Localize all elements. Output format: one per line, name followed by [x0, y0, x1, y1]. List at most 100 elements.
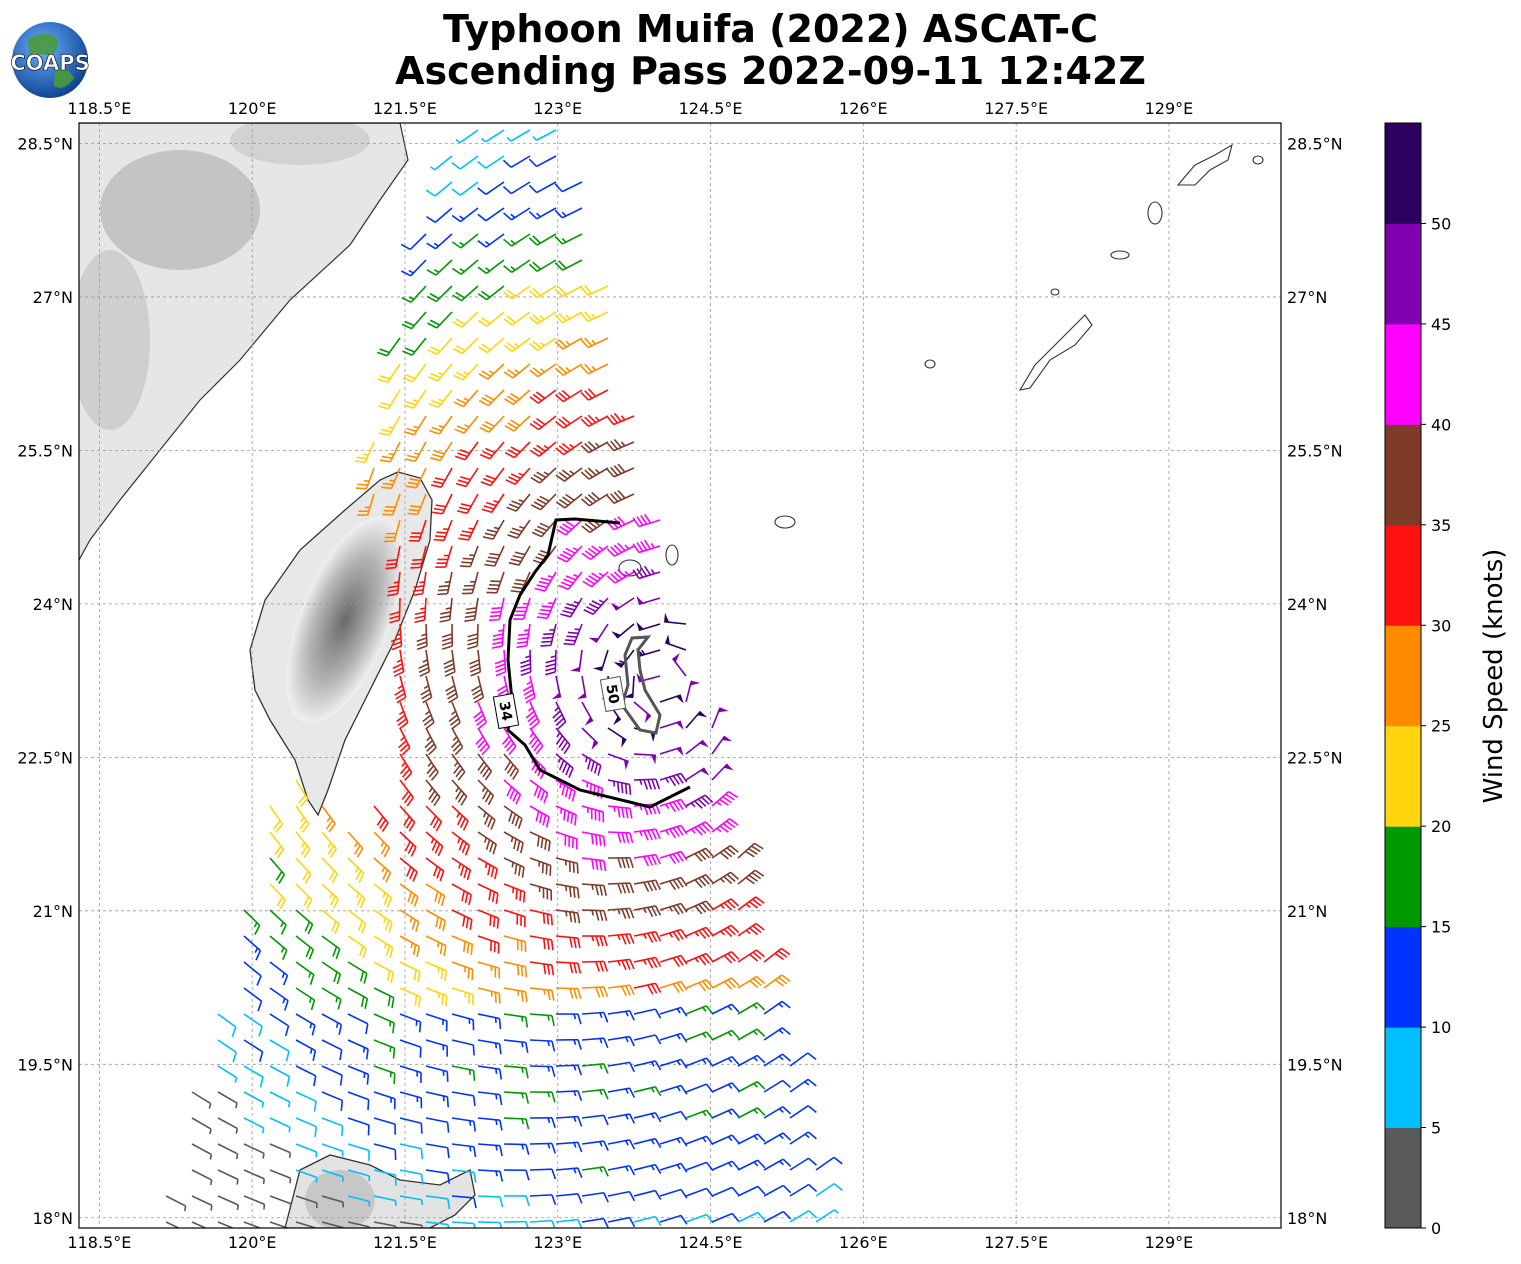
wind-barb: [382, 493, 401, 516]
wind-barb: [529, 1142, 556, 1154]
wind-barb: [607, 779, 632, 795]
wind-barb: [469, 649, 482, 677]
wind-barb: [554, 389, 583, 403]
wind-barb: [425, 181, 453, 197]
wind-barb: [606, 542, 635, 557]
wind-barb: [685, 767, 710, 781]
wind-barb: [425, 961, 448, 982]
wind-barb: [347, 1065, 370, 1085]
colorbar-tick-label: 0: [1431, 1219, 1441, 1238]
wind-barb: [401, 285, 427, 303]
wind-barb: [664, 612, 687, 625]
wind-barb: [373, 1013, 395, 1034]
wind-barb: [467, 623, 479, 650]
wind-barb: [295, 1091, 317, 1112]
wind-barb: [520, 649, 532, 677]
wind-barb: [554, 207, 583, 219]
wind-barb: [477, 857, 498, 880]
wind-barb: [455, 467, 479, 488]
wind-barb: [295, 883, 313, 909]
wind-barb: [503, 1143, 530, 1155]
wind-barb: [557, 545, 583, 563]
wind-barb: [763, 1027, 791, 1041]
wind-barb: [480, 467, 505, 487]
wind-barb: [373, 1195, 397, 1206]
wind-barb: [685, 978, 714, 992]
wind-barb: [494, 649, 507, 677]
wind-barb: [502, 155, 531, 168]
wind-barb: [503, 259, 531, 274]
lat-tick-right: 27°N: [1287, 288, 1327, 307]
wind-barb: [475, 727, 490, 756]
colorbar-bin: [1385, 123, 1421, 224]
wind-barb: [243, 961, 262, 986]
wind-barb: [321, 1065, 343, 1086]
wind-barb: [607, 907, 635, 920]
wind-barb: [503, 779, 522, 805]
wind-barb: [633, 828, 661, 841]
wind-barb: [217, 1221, 235, 1228]
wind-barb: [789, 1052, 817, 1067]
wind-barb: [427, 311, 453, 329]
lat-tick-left: 25.5°N: [17, 441, 73, 460]
wind-barb: [451, 961, 474, 980]
wind-barb: [711, 1055, 740, 1067]
wind-barb: [477, 779, 495, 806]
wind-barb: [321, 1039, 343, 1061]
wind-barb: [217, 1195, 239, 1211]
wind-barb: [451, 1065, 476, 1081]
wind-barb: [243, 1117, 265, 1134]
wind-barb: [555, 415, 583, 429]
wind-barb: [478, 363, 505, 380]
wind-barb: [529, 987, 555, 1001]
wind-barb: [398, 727, 411, 756]
wind-barb: [425, 805, 443, 832]
wind-barb: [321, 987, 342, 1010]
wind-barb: [455, 129, 479, 144]
wind-barb: [373, 1065, 396, 1084]
wind-barb: [633, 1189, 662, 1200]
wind-barb: [451, 1195, 477, 1209]
colorbar-tick-label: 50: [1431, 214, 1451, 233]
wind-barb: [581, 1011, 609, 1023]
wind-barb: [581, 831, 606, 847]
lat-tick-left: 19.5°N: [17, 1055, 73, 1074]
wind-barb: [580, 467, 609, 480]
wind-barb: [607, 1216, 636, 1228]
wind-barb: [581, 1191, 609, 1203]
wind-barb: [554, 233, 583, 245]
wind-barb: [581, 1114, 609, 1126]
wind-barb: [554, 363, 583, 376]
wind-barb: [504, 415, 531, 432]
colorbar-bin: [1385, 926, 1421, 1028]
wind-barb: [737, 1028, 766, 1041]
wind-barb: [503, 1039, 529, 1053]
wind-barb: [402, 363, 427, 383]
wind-barb: [425, 779, 441, 807]
wind-barb: [269, 883, 287, 910]
wind-barb: [347, 857, 365, 883]
wind-barb: [376, 337, 401, 357]
wind-barb: [410, 545, 427, 569]
wind-barb: [321, 1117, 344, 1137]
lat-tick-right: 25.5°N: [1287, 441, 1343, 460]
wind-barb: [399, 1143, 424, 1160]
colorbar-bin: [1385, 524, 1421, 626]
wind-barb: [789, 1078, 817, 1093]
colorbar-bin: [1385, 424, 1421, 526]
wind-barb: [321, 1143, 344, 1157]
wind-barb: [503, 207, 531, 221]
wind-barb: [685, 1083, 714, 1093]
colorbar-tick-label: 15: [1431, 918, 1451, 937]
wind-barb: [378, 415, 401, 437]
mainland-terrain: [79, 123, 409, 561]
wind-barb: [477, 259, 505, 274]
wind-barb: [503, 909, 526, 928]
wind-barb: [448, 701, 461, 730]
wind-barb: [633, 1163, 662, 1174]
wind-barb: [789, 1183, 818, 1197]
wind-barb: [477, 1065, 503, 1080]
wind-barb: [373, 961, 395, 983]
lon-tick-bottom: 127.5°E: [984, 1233, 1048, 1252]
